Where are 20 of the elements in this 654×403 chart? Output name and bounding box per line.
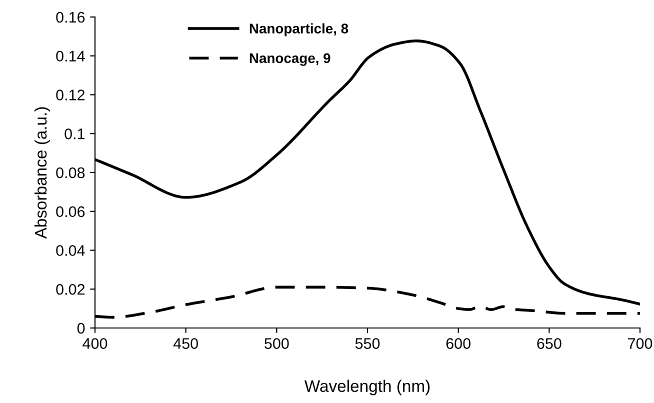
legend-label: Nanoparticle, 8 xyxy=(250,23,348,36)
legend-label: Nanocage, 9 xyxy=(250,53,330,66)
x-tick-label: 650 xyxy=(537,338,562,349)
x-tick-label: 450 xyxy=(173,338,198,349)
y-tick-label: 0.16 xyxy=(56,12,85,23)
y-tick-label: 0.08 xyxy=(56,167,85,178)
x-tick-label: 700 xyxy=(628,338,652,349)
y-tick-label: 0 xyxy=(77,322,85,334)
y-tick-label: 0.14 xyxy=(56,50,85,62)
y-tick-label: 0.04 xyxy=(56,245,85,256)
y-axis-title: Absorbance (a.u.) xyxy=(34,107,50,239)
x-axis-title: Wavelength (nm) xyxy=(304,380,430,396)
y-tick-label: 0.1 xyxy=(64,128,85,140)
y-tick-label: 0.12 xyxy=(56,90,85,100)
y-tick-label: 0.06 xyxy=(56,206,85,218)
x-tick-label: 500 xyxy=(264,338,289,349)
x-tick-label: 550 xyxy=(355,338,380,349)
x-tick-label: 600 xyxy=(446,338,470,349)
x-tick-label: 400 xyxy=(82,338,108,349)
y-tick-label: 0.02 xyxy=(56,284,85,295)
